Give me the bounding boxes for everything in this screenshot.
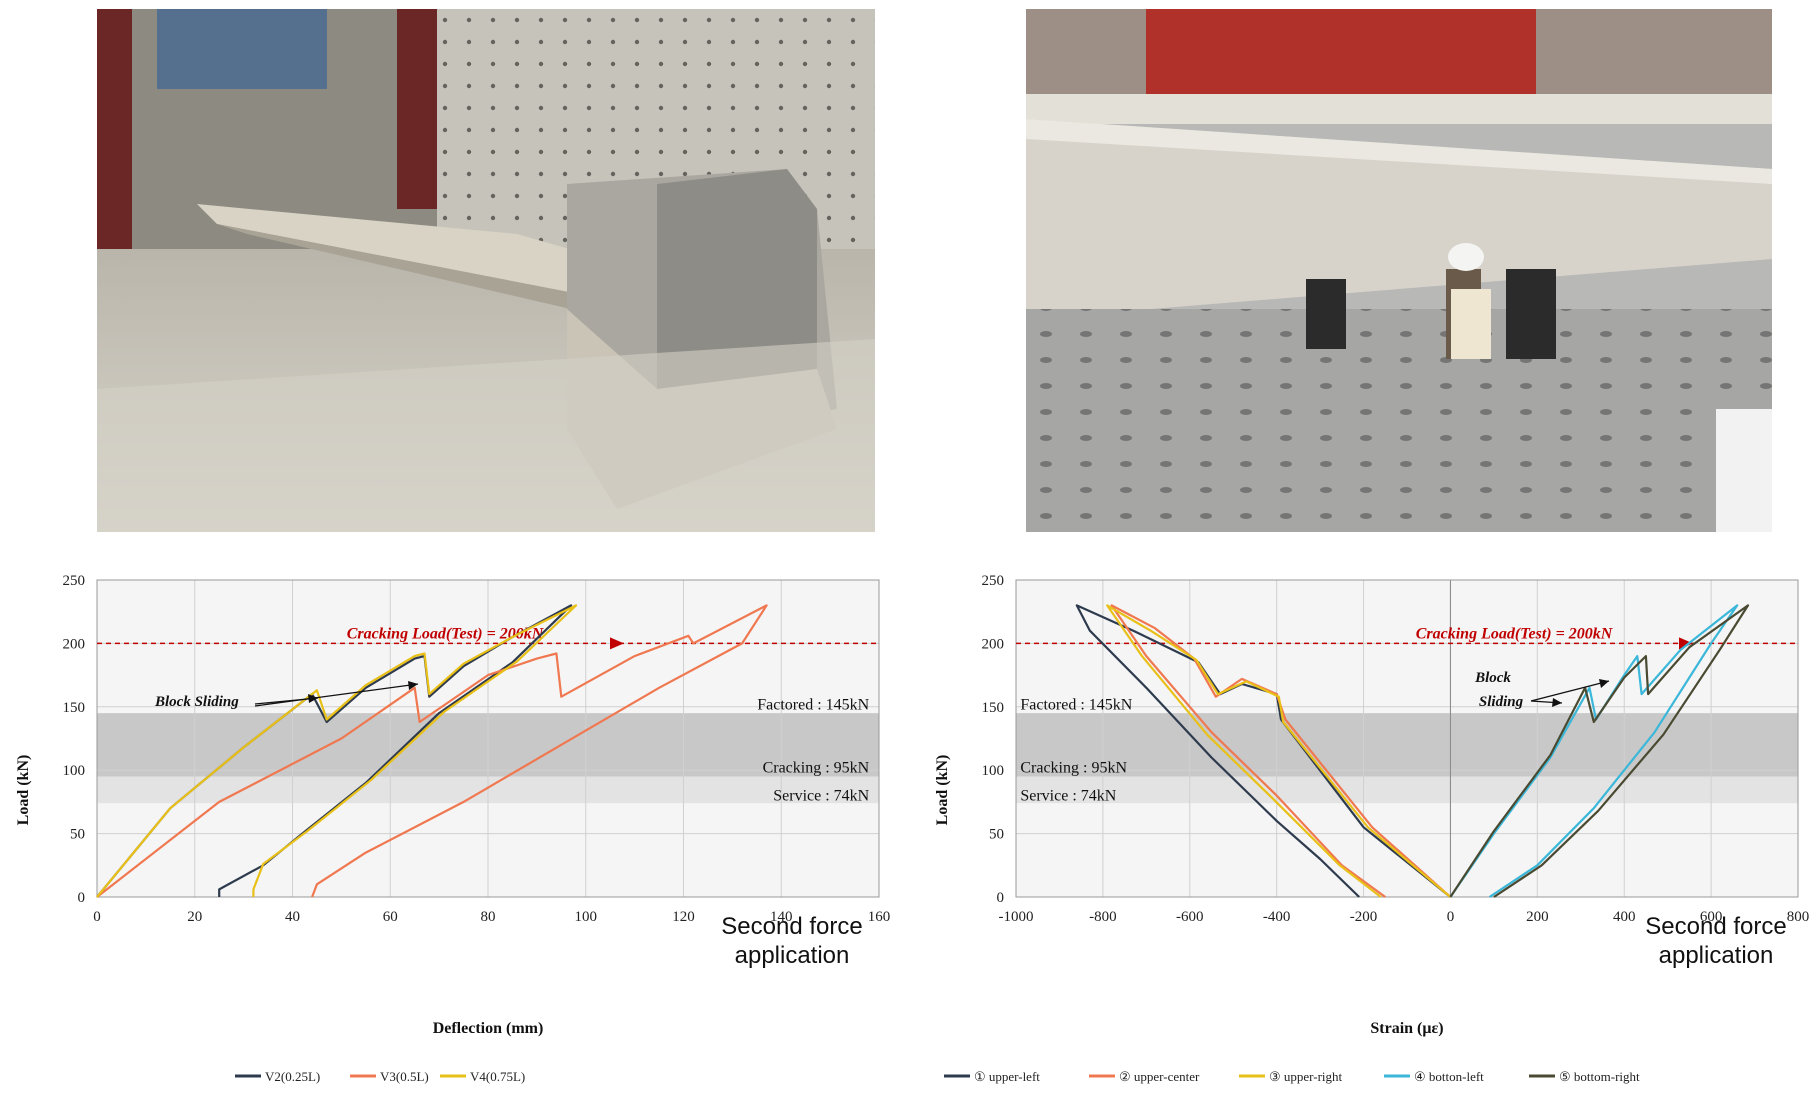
series-line-2 bbox=[1106, 604, 1452, 898]
cracking-line-arrow bbox=[1679, 637, 1693, 650]
legend-label-1: ② upper-center bbox=[1119, 1069, 1200, 1084]
x-tick-label-4: 80 bbox=[481, 909, 496, 925]
y-tick-label-2: 100 bbox=[63, 763, 86, 779]
x-tick-label-3: -400 bbox=[1263, 909, 1291, 925]
second-force-note: Second force application bbox=[721, 913, 862, 969]
x-tick-label-8: 160 bbox=[868, 909, 891, 925]
x-axis-title: Strain (με) bbox=[1370, 1020, 1443, 1037]
legend-label-2: V4(0.75L) bbox=[470, 1069, 525, 1084]
note-line-2: application bbox=[1659, 942, 1774, 969]
block-sliding-annotation: Block Sliding bbox=[154, 681, 419, 710]
x-tick-label-0: 0 bbox=[93, 909, 101, 925]
sliding-label: Sliding bbox=[1479, 694, 1524, 710]
band-label-2: Service : 74kN bbox=[1020, 788, 1116, 805]
load-bands bbox=[1016, 713, 1798, 804]
photo-beam-test-end-block-image bbox=[97, 9, 875, 532]
y-tick-label-1: 50 bbox=[989, 827, 1004, 843]
chart-strain: Cracking Load(Test) = 200kN Factored : 1… bbox=[934, 573, 1810, 1084]
block-sliding-annotation: Block Sliding bbox=[1474, 670, 1610, 710]
x-tick-label-3: 60 bbox=[383, 909, 398, 925]
x-tick-label-4: -200 bbox=[1350, 909, 1378, 925]
x-tick-label-6: 200 bbox=[1526, 909, 1549, 925]
legend-label-4: ⑤ bottom-right bbox=[1559, 1069, 1640, 1084]
legend-label-1: V3(0.5L) bbox=[380, 1069, 429, 1084]
y-tick-label-5: 250 bbox=[982, 573, 1005, 589]
load-band-1 bbox=[1016, 713, 1798, 777]
y-tick-label-5: 250 bbox=[63, 573, 86, 589]
y-tick-label-0: 0 bbox=[78, 890, 86, 906]
band-labels: Factored : 145kN Cracking : 95kN Service :… bbox=[1020, 696, 1132, 804]
band-label-0: Factored : 145kN bbox=[1020, 696, 1132, 713]
note-line-2: application bbox=[735, 942, 850, 969]
band-label-0: Factored : 145kN bbox=[757, 696, 869, 713]
grid-lines bbox=[97, 580, 879, 897]
y-axis-title: Load (kN) bbox=[934, 755, 951, 826]
series-lines bbox=[1075, 604, 1750, 898]
chart-deflection: Cracking Load(Test) = 200kN Factored : 1… bbox=[15, 573, 891, 1084]
plot-frame bbox=[96, 579, 880, 898]
block-sliding-label: Block Sliding bbox=[154, 694, 239, 710]
y-axis-title: Load (kN) bbox=[15, 755, 32, 826]
cracking-line-label: Cracking Load(Test) = 200kN bbox=[347, 625, 545, 642]
cracking-load-line: Cracking Load(Test) = 200kN bbox=[97, 625, 879, 650]
x-tick-label-7: 400 bbox=[1613, 909, 1636, 925]
plot-frame bbox=[1015, 579, 1799, 898]
legend-label-0: ① upper-left bbox=[974, 1069, 1040, 1084]
cracking-load-line: Cracking Load(Test) = 200kN bbox=[1016, 625, 1798, 650]
x-tick-label-1: -800 bbox=[1089, 909, 1117, 925]
x-tick-label-2: 40 bbox=[285, 909, 300, 925]
second-force-note: Second force application bbox=[1645, 913, 1786, 969]
x-tick-label-5: 0 bbox=[1447, 909, 1455, 925]
x-tick-label-0: -1000 bbox=[999, 909, 1034, 925]
band-labels: Factored : 145kN Cracking : 95kN Service :… bbox=[757, 696, 869, 804]
x-tick-label-8: 600 bbox=[1700, 909, 1723, 925]
legend: ① upper-left ② upper-center ③ upper-right ④… bbox=[944, 1069, 1640, 1084]
y-tick-label-1: 50 bbox=[70, 827, 85, 843]
legend: V2(0.25L) V3(0.5L) V4(0.75L) bbox=[235, 1069, 525, 1084]
cracking-line-label: Cracking Load(Test) = 200kN bbox=[1416, 625, 1614, 642]
series-line-1 bbox=[1110, 604, 1452, 898]
x-tick-label-9: 800 bbox=[1787, 909, 1810, 925]
y-tick-label-3: 150 bbox=[63, 700, 86, 716]
x-tick-label-2: -600 bbox=[1176, 909, 1204, 925]
photo-beam-test-side-view bbox=[1026, 9, 1772, 532]
axis-ticks: 0 50 100 150 200 250 0 20 40 60 80 100 120 140 160 bbox=[63, 573, 891, 925]
x-axis-title: Deflection (mm) bbox=[433, 1020, 544, 1037]
y-tick-label-2: 100 bbox=[982, 763, 1005, 779]
x-tick-label-5: 100 bbox=[575, 909, 598, 925]
photo-beam-test-end-block bbox=[97, 9, 875, 532]
series-line-2 bbox=[96, 604, 578, 898]
y-tick-label-3: 150 bbox=[982, 700, 1005, 716]
y-tick-label-4: 200 bbox=[63, 636, 86, 652]
series-lines bbox=[96, 604, 768, 898]
y-tick-label-0: 0 bbox=[997, 890, 1005, 906]
series-line-0 bbox=[1075, 604, 1452, 898]
band-label-1: Cracking : 95kN bbox=[763, 760, 870, 777]
legend-label-3: ④ botton-left bbox=[1414, 1069, 1484, 1084]
x-tick-label-7: 140 bbox=[770, 909, 793, 925]
x-tick-label-1: 20 bbox=[187, 909, 202, 925]
x-tick-label-6: 120 bbox=[672, 909, 695, 925]
note-line-1: Second force bbox=[721, 913, 862, 940]
load-band-0 bbox=[1016, 776, 1798, 804]
photo-beam-test-side-view-image bbox=[1026, 9, 1772, 532]
cracking-line-arrow bbox=[610, 637, 624, 650]
y-tick-label-4: 200 bbox=[982, 636, 1005, 652]
legend-label-0: V2(0.25L) bbox=[265, 1069, 320, 1084]
axis-ticks: 0 50 100 150 200 250 -1000 -800 -600 -400 -200 0 200… bbox=[982, 573, 1810, 925]
series-line-3 bbox=[1449, 604, 1739, 898]
series-line-4 bbox=[1449, 604, 1750, 898]
band-label-1: Cracking : 95kN bbox=[1020, 760, 1127, 777]
band-label-2: Service : 74kN bbox=[773, 788, 869, 805]
legend-label-2: ③ upper-right bbox=[1269, 1069, 1343, 1084]
series-line-1 bbox=[96, 604, 768, 898]
block-label: Block bbox=[1474, 670, 1511, 686]
note-line-1: Second force bbox=[1645, 913, 1786, 940]
